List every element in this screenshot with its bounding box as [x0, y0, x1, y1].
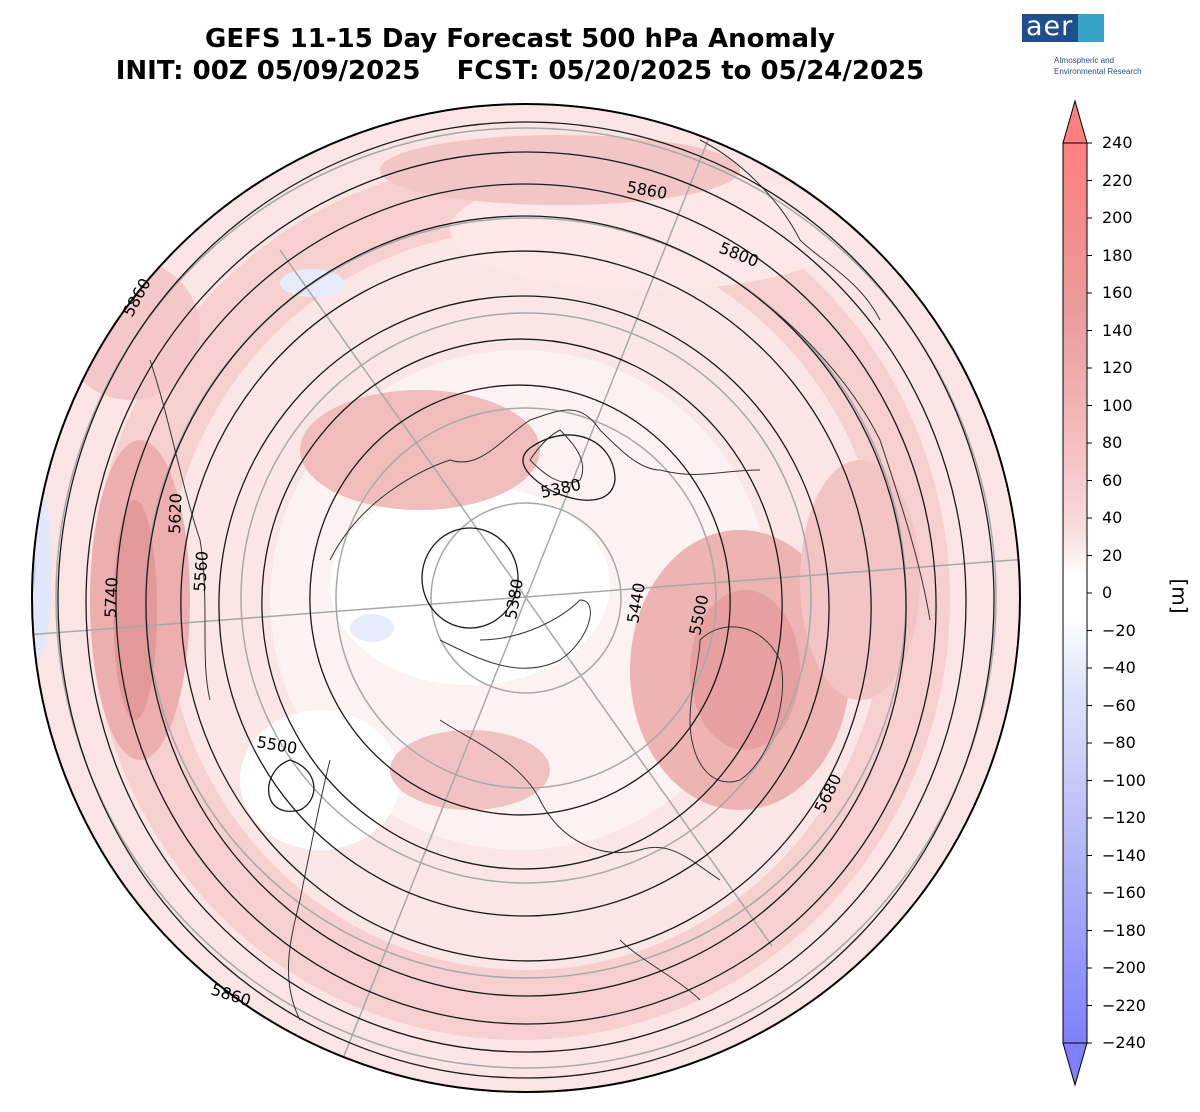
logo-text: aer — [1026, 11, 1074, 42]
colorbar-tick-label: −100 — [1102, 770, 1146, 790]
colorbar-tick-label: −160 — [1102, 883, 1146, 902]
logo-subtitle-line1: Atmospheric and — [1054, 56, 1115, 65]
colorbar-tick-label: 180 — [1102, 245, 1133, 265]
contour-label-5620: 5620 — [165, 493, 185, 534]
colorbar-tick-label: −20 — [1102, 620, 1136, 640]
colorbar-tick-label: −180 — [1102, 920, 1146, 940]
logo-box-light — [1078, 14, 1104, 42]
colorbar-tick-label: −120 — [1102, 808, 1146, 827]
map-title-line1: GEFS 11-15 Day Forecast 500 hPa Anomaly — [205, 24, 835, 54]
colorbar-tick-label: 120 — [1102, 358, 1133, 377]
colorbar-tick-label: −220 — [1102, 995, 1146, 1015]
aer-logo: aer Atmospheric and Environmental Resear… — [1020, 11, 1190, 82]
map-title-line2: INIT: 00Z 05/09/2025 FCST: 05/20/2025 to… — [115, 56, 925, 86]
height-contours — [57, 121, 995, 1079]
contour-label-5560: 5560 — [190, 550, 212, 592]
colorbar-tick-label: 200 — [1102, 208, 1133, 227]
colorbar-tick-label: 160 — [1102, 283, 1133, 302]
colorbar-tick-label: −60 — [1102, 695, 1136, 715]
colorbar-tick-label: −240 — [1102, 1033, 1146, 1052]
colorbar-top-arrow — [1062, 99, 1088, 144]
colorbar-bottom-arrow — [1062, 1042, 1088, 1087]
coastlines — [149, 139, 931, 1021]
colorbar-tick-label: −80 — [1102, 733, 1136, 752]
colorbar-tick-label: 100 — [1102, 395, 1133, 415]
logo-subtitle-line2: Environmental Research — [1054, 67, 1142, 76]
colorbar-tick-label: 20 — [1102, 545, 1123, 565]
contour-label-5740: 5740 — [101, 577, 121, 618]
colorbar-tick-label: 0 — [1102, 583, 1113, 602]
logo-box-dark — [1022, 14, 1078, 42]
colorbar-body — [1062, 142, 1088, 1044]
anomaly-shading — [32, 104, 1020, 1092]
colorbar-tick-label: −140 — [1102, 845, 1146, 865]
colorbar — [1062, 99, 1092, 1087]
colorbar-tick-label: −200 — [1102, 958, 1146, 977]
colorbar-tick-label: 80 — [1102, 433, 1123, 452]
globe-outline — [31, 103, 1021, 1093]
colorbar-tick-label: 40 — [1102, 508, 1123, 527]
colorbar-tick-label: 220 — [1102, 170, 1133, 190]
colorbar-ticks — [1087, 142, 1092, 1044]
colorbar-tick-label: 60 — [1102, 470, 1123, 490]
colorbar-unit: [m] — [1167, 578, 1192, 614]
colorbar-tick-label: −40 — [1102, 658, 1136, 677]
colorbar-tick-label: 240 — [1102, 133, 1133, 152]
colorbar-tick-label: 140 — [1102, 320, 1133, 340]
